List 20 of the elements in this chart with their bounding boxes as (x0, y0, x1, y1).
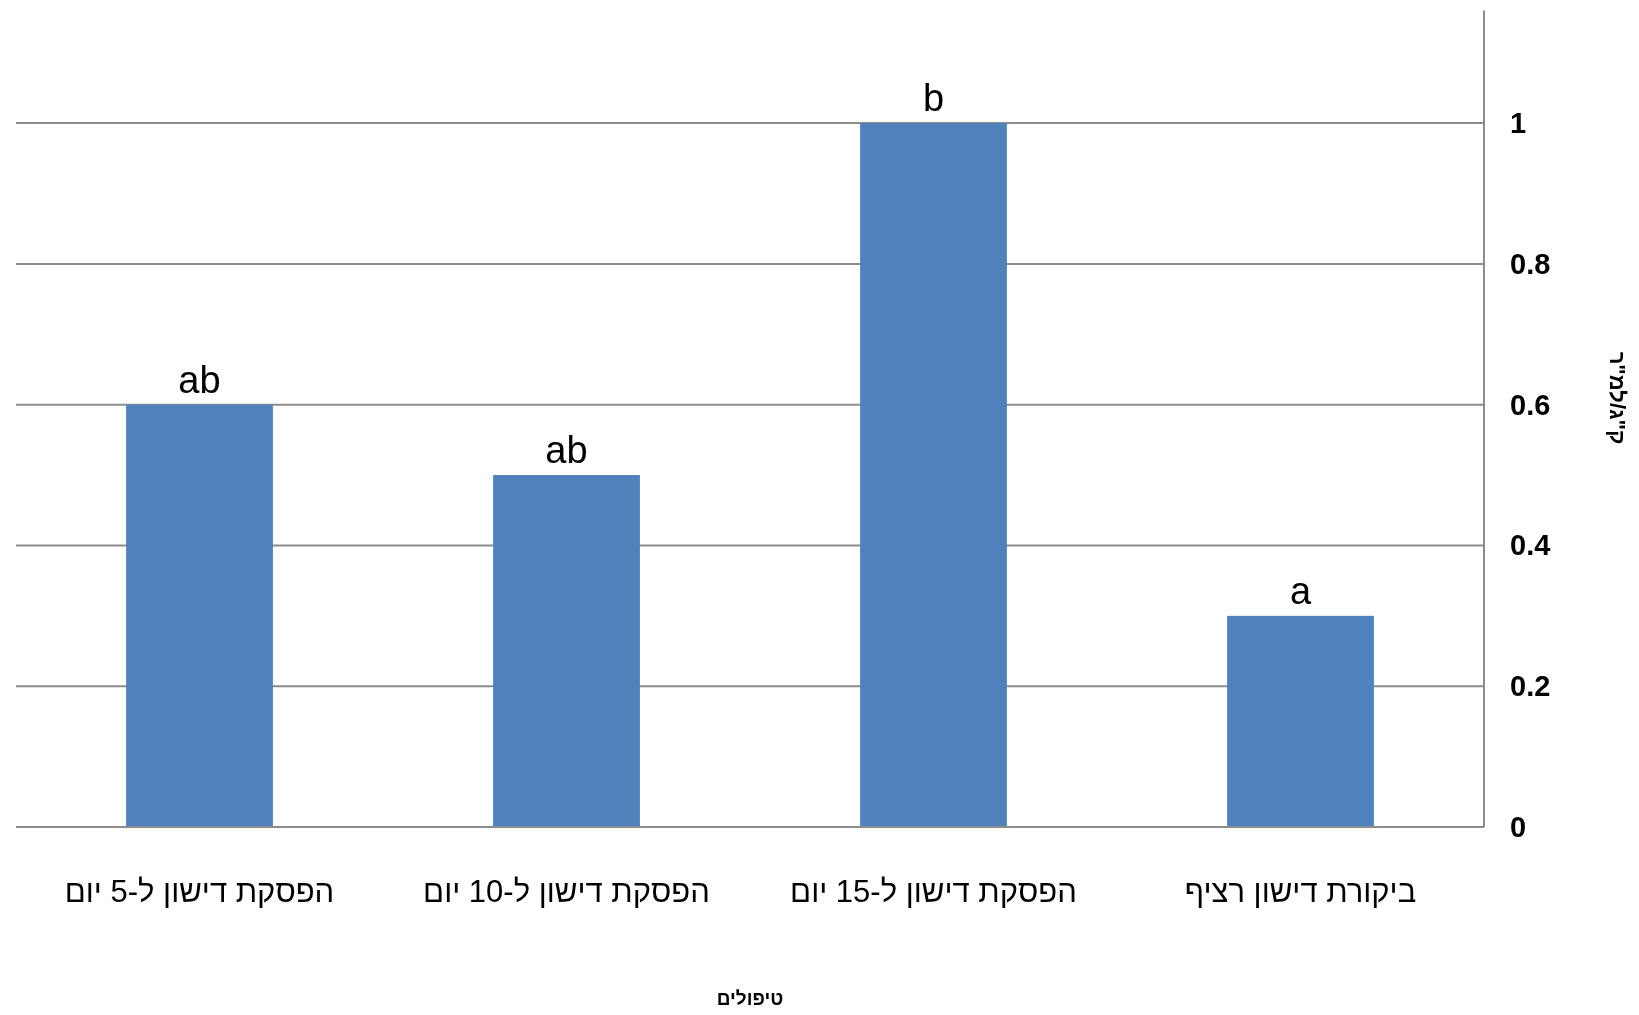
y-tick-label: 0 (1510, 811, 1527, 843)
annotation: ab (178, 358, 221, 401)
y-tick-label: 1 (1510, 107, 1527, 140)
y-tick-label: 0.6 (1510, 388, 1551, 421)
annotation: b (922, 77, 945, 120)
x-tick-label: הפסקת דישון ל-15 יום (789, 873, 1078, 911)
y-tick-label: 0.4 (1510, 529, 1551, 562)
bar (860, 123, 1007, 827)
y-axis-title: ק"ג/למ"ר (1604, 350, 1630, 447)
annotation: a (1289, 569, 1312, 612)
x-tick-label: ביקורת דישון רציף (1183, 873, 1418, 911)
x-tick-label: הפסקת דישון ל-10 יום (422, 873, 711, 911)
bar (493, 475, 640, 827)
annotation: ab (545, 429, 588, 472)
y-tick-label: 0.8 (1510, 247, 1551, 280)
x-axis-title: טיפולים (715, 988, 785, 1010)
x-tick-label: הפסקת דישון ל-5 יום (63, 873, 336, 911)
bar (1227, 615, 1374, 827)
y-tick-label: 0.2 (1510, 670, 1551, 703)
bar (126, 404, 273, 827)
